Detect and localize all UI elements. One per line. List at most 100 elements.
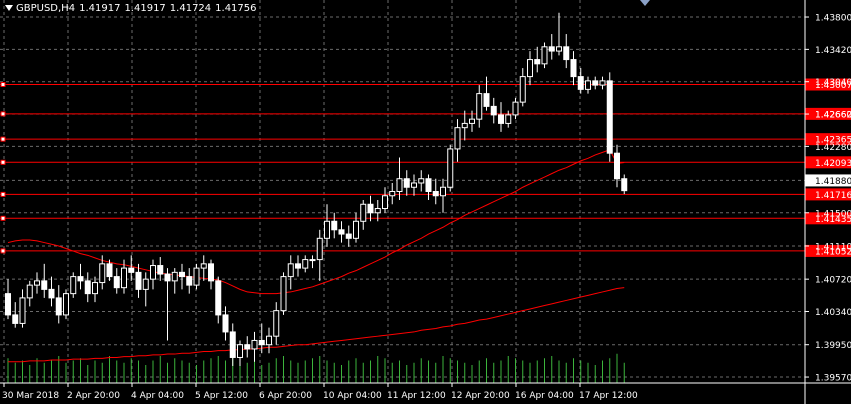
candle-up bbox=[171, 271, 178, 282]
x-tick-label: 4 Apr 04:00 bbox=[131, 391, 184, 401]
candle-up bbox=[440, 186, 446, 197]
candle-up bbox=[418, 178, 425, 184]
candle-down bbox=[12, 314, 19, 324]
level-label-bg bbox=[805, 78, 851, 91]
candle-up bbox=[99, 263, 106, 284]
candle-up bbox=[142, 278, 149, 290]
candle-down bbox=[48, 288, 55, 299]
candle-down bbox=[563, 46, 570, 61]
candle-up bbox=[121, 267, 127, 289]
level-label-bg bbox=[805, 156, 851, 169]
candle-down bbox=[208, 263, 214, 282]
candle-down bbox=[84, 280, 91, 295]
candle-down bbox=[157, 265, 164, 275]
high-value: 1.41917 bbox=[124, 3, 166, 14]
candle-up bbox=[200, 263, 207, 269]
candle-up bbox=[353, 220, 359, 239]
level-handle bbox=[0, 191, 6, 197]
y-tick-label: 1.39950 bbox=[815, 341, 851, 351]
low-value: 1.41724 bbox=[169, 3, 212, 14]
candle-down bbox=[331, 220, 338, 231]
level-label: 1.43007 bbox=[815, 81, 851, 91]
level-label: 1.42093 bbox=[815, 159, 851, 169]
candle-up bbox=[273, 310, 280, 337]
level-handle bbox=[0, 136, 6, 142]
candle-down bbox=[345, 233, 352, 239]
candle-up bbox=[266, 335, 272, 346]
candle-down bbox=[135, 271, 142, 290]
candle-up bbox=[469, 118, 475, 124]
candle-down bbox=[367, 203, 374, 214]
candle-down bbox=[403, 178, 410, 188]
candle-up bbox=[476, 93, 483, 120]
candle-up bbox=[237, 344, 243, 358]
y-tick-label: 1.40720 bbox=[815, 276, 851, 286]
x-tick-label: 30 Mar 2018 bbox=[2, 391, 59, 401]
candle-up bbox=[585, 80, 591, 90]
candle-down bbox=[425, 178, 432, 193]
chart-shift-marker-icon[interactable] bbox=[640, 0, 650, 6]
level-label: 1.42365 bbox=[815, 136, 851, 146]
y-tick-label: 1.43800 bbox=[815, 14, 851, 24]
candle-up bbox=[519, 76, 526, 103]
level-handle bbox=[0, 159, 6, 165]
candle-down bbox=[498, 114, 504, 124]
level-handle bbox=[0, 82, 6, 88]
candle-up bbox=[599, 80, 606, 86]
level-handle bbox=[0, 248, 6, 254]
candle-up bbox=[280, 276, 287, 312]
horizontal-levels[interactable]: 1.43007 1.42662 1.42365 1.42093 1.41716 1.414… bbox=[0, 78, 851, 258]
candle-up bbox=[316, 237, 323, 261]
candle-down bbox=[179, 271, 185, 278]
y-tick-label: 1.43040 bbox=[815, 78, 851, 88]
y-tick-label: 1.41500 bbox=[815, 209, 851, 219]
chart-header: GBPUSD,H4 1.41917 1.41917 1.41724 1.41756 bbox=[5, 3, 261, 14]
candle-down bbox=[41, 280, 48, 290]
x-tick-label: 10 Apr 04:00 bbox=[323, 391, 382, 401]
candle-up bbox=[92, 282, 98, 295]
candle-up bbox=[382, 195, 388, 210]
candle-up bbox=[34, 280, 40, 286]
candle-down bbox=[577, 76, 584, 90]
ma-fast-line bbox=[7, 149, 625, 295]
candle-up bbox=[556, 46, 562, 52]
candle-up bbox=[193, 267, 200, 286]
moving-averages bbox=[7, 149, 625, 363]
candle-down bbox=[621, 178, 628, 192]
x-tick-label: 16 Apr 04:00 bbox=[515, 391, 574, 401]
candle-up bbox=[287, 263, 294, 278]
dropdown-triangle-icon[interactable] bbox=[5, 5, 13, 11]
candle-down bbox=[592, 80, 599, 86]
candle-down bbox=[338, 229, 345, 235]
y-tick-label: 1.39570 bbox=[815, 374, 851, 384]
level-label: 1.41716 bbox=[815, 191, 851, 201]
y-tick-label: 1.42660 bbox=[815, 111, 851, 121]
candle-down bbox=[186, 276, 193, 286]
candle-down bbox=[483, 93, 490, 107]
level-handle bbox=[0, 215, 6, 221]
current-price-bg bbox=[805, 174, 851, 187]
candle-down bbox=[5, 293, 11, 316]
candle-up bbox=[302, 259, 309, 269]
candle-down bbox=[244, 344, 251, 350]
x-tick-label: 17 Apr 12:00 bbox=[579, 391, 638, 401]
x-tick-label: 5 Apr 12:00 bbox=[195, 391, 248, 401]
candle-down bbox=[164, 273, 171, 282]
candle-down bbox=[606, 80, 613, 154]
candle-up bbox=[374, 208, 381, 214]
candle-up bbox=[454, 127, 461, 150]
y-tick-label: 1.41110 bbox=[815, 242, 851, 252]
candle-up bbox=[63, 293, 69, 316]
candle-up bbox=[541, 46, 548, 65]
level-handle bbox=[0, 111, 6, 117]
y-tick-label: 1.40340 bbox=[815, 308, 851, 318]
x-tick-label: 11 Apr 12:00 bbox=[387, 391, 446, 401]
symbol-timeframe: GBPUSD,H4 bbox=[16, 3, 76, 14]
candle-down bbox=[215, 280, 222, 316]
x-tick-label: 6 Apr 20:00 bbox=[259, 391, 312, 401]
level-label: 1.42662 bbox=[815, 110, 851, 120]
candle-up bbox=[411, 182, 417, 188]
current-price-label: 1.41880 bbox=[815, 177, 851, 187]
